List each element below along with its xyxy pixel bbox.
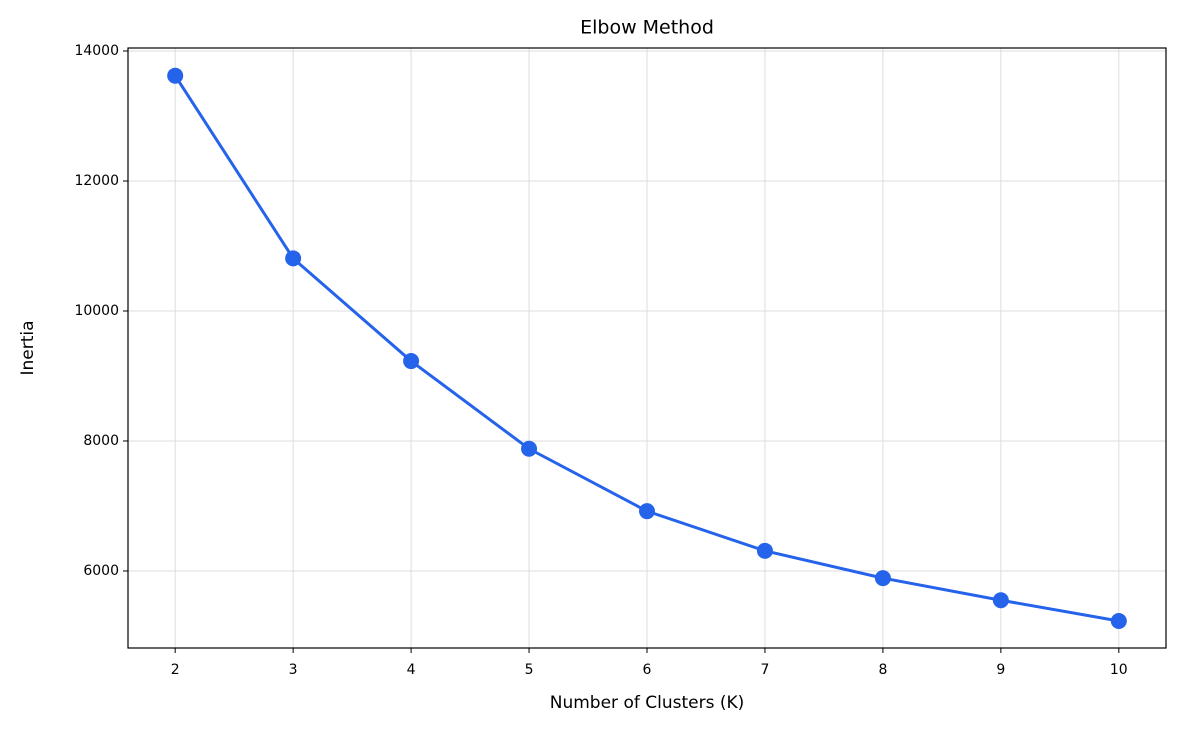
y-tick-label: 8000 xyxy=(83,433,119,449)
x-tick-label: 3 xyxy=(289,662,298,678)
x-tick-label: 4 xyxy=(407,662,416,678)
chart-title: Elbow Method xyxy=(580,17,714,39)
x-tick-label: 7 xyxy=(760,662,769,678)
y-axis-label: Inertia xyxy=(18,320,38,375)
data-point xyxy=(403,353,420,370)
y-tick-label: 10000 xyxy=(74,303,119,319)
y-tick-label: 12000 xyxy=(74,173,119,189)
x-axis-label: Number of Clusters (K) xyxy=(550,693,745,713)
data-point xyxy=(756,542,773,559)
plot-frame xyxy=(127,47,1167,649)
x-tick-label: 6 xyxy=(643,662,652,678)
data-point xyxy=(167,67,184,84)
data-point xyxy=(1110,613,1127,630)
data-point xyxy=(285,250,302,267)
y-tick-label: 14000 xyxy=(74,43,119,59)
data-point xyxy=(874,570,891,587)
x-tick-label: 8 xyxy=(878,662,887,678)
x-tick-label: 2 xyxy=(171,662,180,678)
x-tick-label: 5 xyxy=(525,662,534,678)
data-point xyxy=(639,503,655,520)
data-point xyxy=(521,440,538,457)
y-tick-label: 6000 xyxy=(83,563,119,579)
data-point xyxy=(992,592,1009,609)
x-tick-label: 10 xyxy=(1110,662,1128,678)
x-tick-label: 9 xyxy=(996,662,1005,678)
